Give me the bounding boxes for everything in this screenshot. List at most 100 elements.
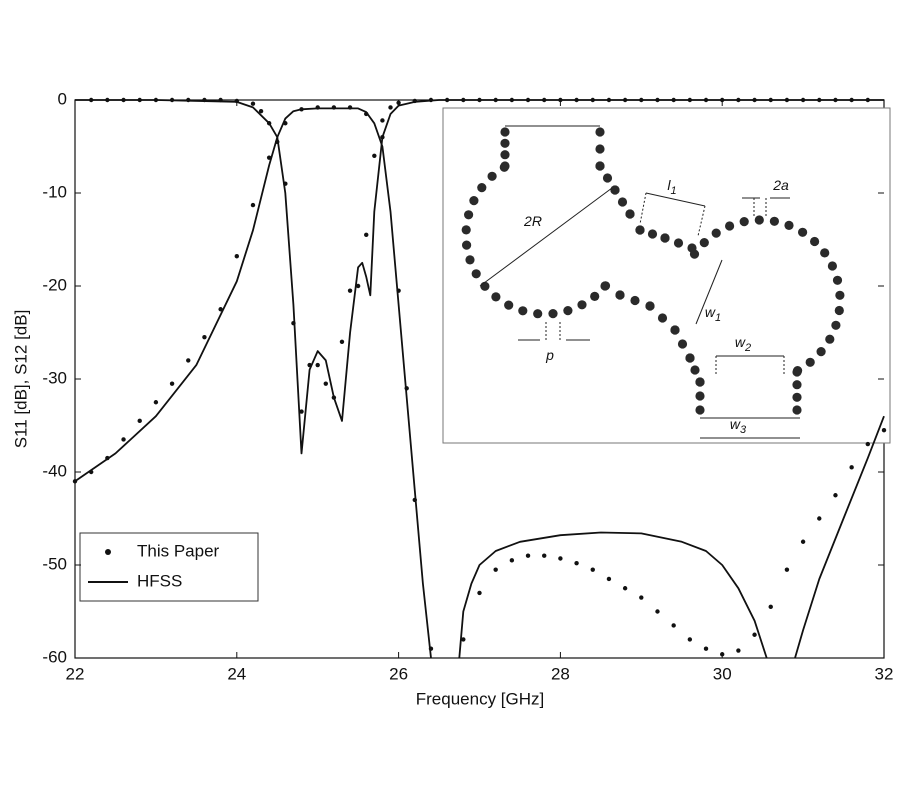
data-point [817, 516, 822, 521]
inset-dot [533, 309, 543, 319]
inset-dot [462, 240, 472, 250]
inset-dot [798, 227, 808, 237]
y-tick-label: 0 [58, 89, 67, 108]
inset-dot [792, 367, 802, 377]
inset-dot [739, 217, 749, 227]
inset-label-text: l [667, 177, 671, 193]
inset-label-text: w [730, 416, 741, 432]
inset-dot [602, 173, 613, 183]
inset-dot [600, 281, 610, 291]
inset-dot [461, 225, 471, 235]
inset-dot [769, 216, 780, 226]
data-point [202, 334, 207, 340]
inset-dot [784, 220, 794, 230]
inset-dot [563, 306, 573, 316]
x-tick-label: 22 [66, 664, 85, 683]
inset-label: p [545, 347, 554, 363]
inset-dot [699, 238, 709, 248]
x-tick-label: 32 [875, 664, 894, 683]
data-point [590, 567, 595, 572]
inset-label: w1 [705, 304, 721, 324]
inset-dot [635, 225, 645, 235]
inset-dot [480, 281, 490, 291]
inset-dot [491, 292, 501, 302]
inset-dot [835, 290, 845, 300]
inset-dot [548, 309, 558, 319]
inset-dot [792, 380, 802, 390]
inset-dot [831, 320, 841, 330]
inset-label: w3 [730, 416, 747, 436]
inset-dot [595, 144, 605, 154]
inset-dot [660, 233, 670, 243]
inset-label-text: p [545, 347, 554, 363]
x-tick-label: 26 [389, 664, 408, 683]
y-tick-label: -50 [42, 554, 67, 573]
legend-label: This Paper [137, 541, 220, 560]
inset-dot [792, 392, 802, 402]
data-point [622, 586, 628, 591]
inset-dot [827, 261, 838, 271]
inset-dot [695, 391, 705, 401]
inset-dot [711, 228, 721, 238]
y-tick-label: -10 [42, 182, 67, 201]
data-point [849, 465, 854, 470]
data-point [250, 101, 256, 106]
inset-label: l1 [667, 177, 676, 197]
inset-dot [630, 295, 640, 306]
inset-dot [695, 405, 705, 415]
inset-dot [792, 405, 802, 415]
inset-dot [673, 238, 684, 248]
data-point [800, 539, 806, 544]
data-point [477, 590, 482, 596]
inset-dot [825, 334, 835, 344]
inset-dot [590, 291, 600, 301]
inset-diagram [461, 127, 845, 415]
data-point [493, 567, 498, 572]
data-point [461, 637, 466, 642]
y-tick-label: -40 [42, 461, 67, 480]
data-point [671, 623, 676, 628]
inset-label-text: w [735, 334, 746, 350]
inset-label: w2 [735, 334, 751, 354]
inset-dot [577, 300, 587, 310]
inset-dot [647, 229, 658, 239]
inset-dot [832, 275, 843, 285]
data-line [75, 99, 884, 455]
data-point [347, 288, 353, 293]
inset-label-sub: 1 [671, 185, 677, 197]
data-point [372, 153, 377, 158]
data-point [121, 437, 126, 442]
data-point [315, 362, 320, 368]
inset-label: 2R [523, 213, 542, 229]
inset-dot [816, 347, 826, 357]
data-point [865, 441, 871, 447]
data-point [258, 108, 264, 114]
inset-dot [615, 290, 625, 300]
data-point [833, 493, 838, 498]
y-tick-label: -20 [42, 275, 67, 294]
inset-dot [595, 161, 605, 171]
data-point [234, 254, 239, 259]
inset-dot [500, 150, 510, 160]
inset-label-text: w [705, 304, 716, 320]
inset-dot [500, 138, 510, 148]
x-tick-label: 28 [551, 664, 570, 683]
data-point [218, 307, 223, 312]
inset-dot [754, 215, 764, 225]
data-point [388, 105, 393, 110]
inset-dot [657, 313, 668, 323]
inset-dot [645, 301, 655, 311]
inset-dot [617, 197, 628, 207]
inset-dot [685, 353, 695, 363]
plot-area [72, 97, 887, 659]
x-tick-label: 30 [713, 664, 732, 683]
y-tick-label: -60 [42, 647, 67, 666]
inset-dot [499, 162, 509, 172]
inset-dot [469, 196, 479, 206]
data-point [299, 409, 304, 414]
data-point [639, 595, 644, 600]
inset-dot [477, 183, 487, 193]
legend: This Paper HFSS [88, 541, 220, 590]
data-point [736, 648, 741, 653]
inset-dot [471, 269, 481, 279]
